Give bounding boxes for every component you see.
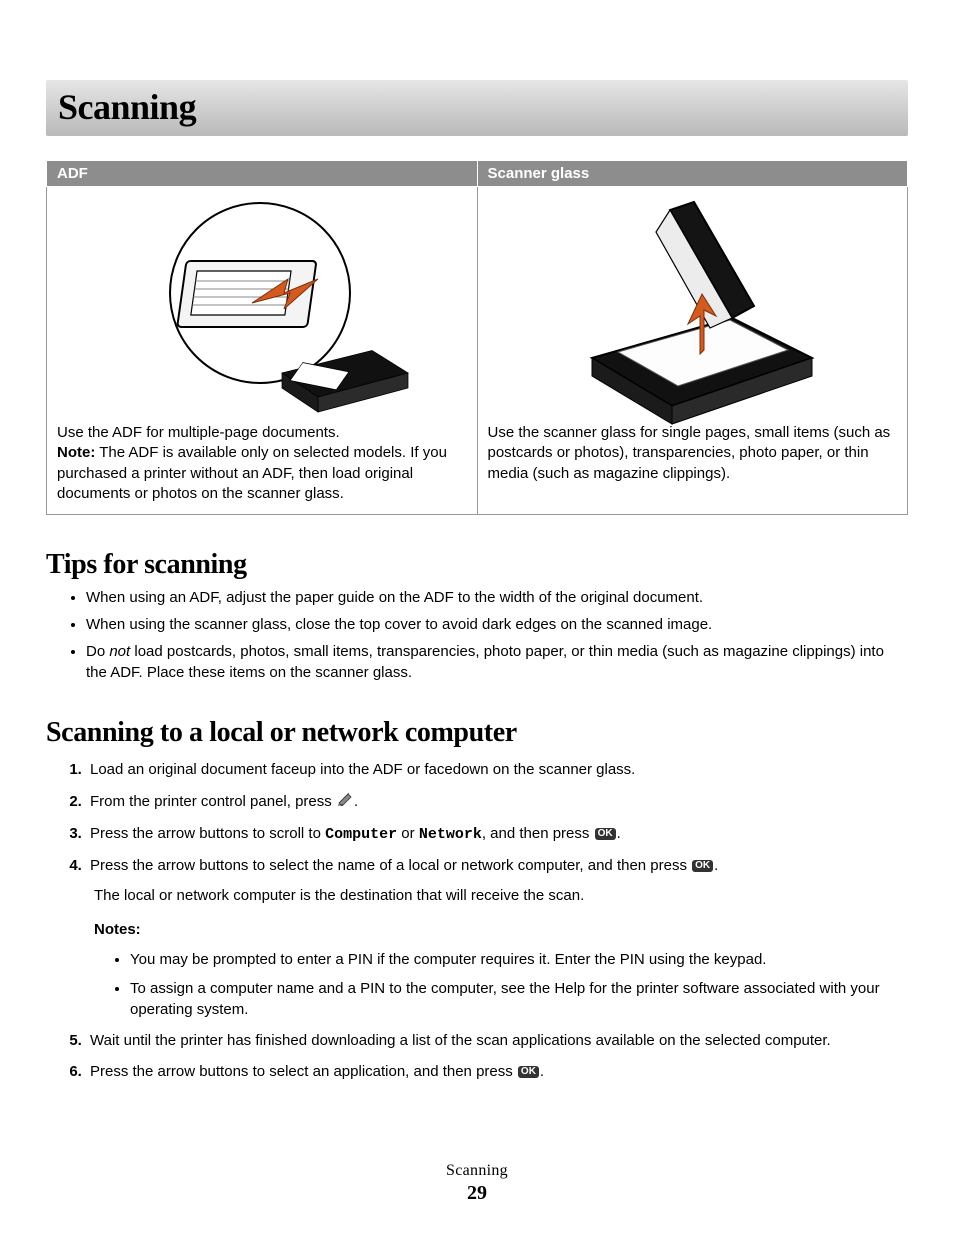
step-6: Press the arrow buttons to select an app… [86,1061,908,1083]
adf-note: Note: The ADF is available only on selec… [57,443,467,504]
scanto-heading: Scanning to a local or network computer [46,717,908,749]
note-item: You may be prompted to enter a PIN if th… [130,949,908,970]
scan-icon [337,791,353,813]
step-4: Press the arrow buttons to select the na… [86,855,908,1019]
step-1: Load an original document faceup into th… [86,759,908,781]
step-4-notes: You may be prompted to enter a PIN if th… [90,949,908,1020]
col-header-scanner-glass: Scanner glass [477,161,908,187]
note-item: To assign a computer name and a PIN to t… [130,978,908,1020]
step-5: Wait until the printer has finished down… [86,1030,908,1052]
adf-caption: Use the ADF for multiple-page documents. [57,423,467,443]
adf-vs-glass-table: ADF Scanner glass [46,160,908,515]
adf-illustration [57,193,467,423]
adf-note-label: Note: [57,444,95,461]
page-footer: Scanning 29 [0,1162,954,1205]
page-title: Scanning [58,86,896,128]
adf-note-text: The ADF is available only on selected mo… [57,444,447,502]
tip-item: When using an ADF, adjust the paper guid… [86,587,908,608]
scanner-glass-illustration [488,193,898,423]
steps-list: Load an original document faceup into th… [46,759,908,1083]
step-4-extra: The local or network computer is the des… [94,885,908,907]
cell-scanner-glass: Use the scanner glass for single pages, … [477,187,908,515]
step-3: Press the arrow buttons to scroll to Com… [86,823,908,846]
footer-section-title: Scanning [0,1162,954,1180]
tip-item: When using the scanner glass, close the … [86,614,908,635]
footer-page-number: 29 [0,1182,954,1205]
ok-icon: OK [692,860,713,872]
step-2: From the printer control panel, press . [86,791,908,813]
ok-icon: OK [595,828,616,840]
scanner-glass-caption: Use the scanner glass for single pages, … [488,423,898,484]
col-header-adf: ADF [47,161,478,187]
cell-adf: Use the ADF for multiple-page documents.… [47,187,478,515]
page-title-bar: Scanning [46,80,908,136]
tips-list: When using an ADF, adjust the paper guid… [46,587,908,683]
notes-label: Notes: [94,919,908,941]
ok-icon: OK [518,1066,539,1078]
tips-heading: Tips for scanning [46,549,908,581]
tip-item: Do not load postcards, photos, small ite… [86,641,908,683]
